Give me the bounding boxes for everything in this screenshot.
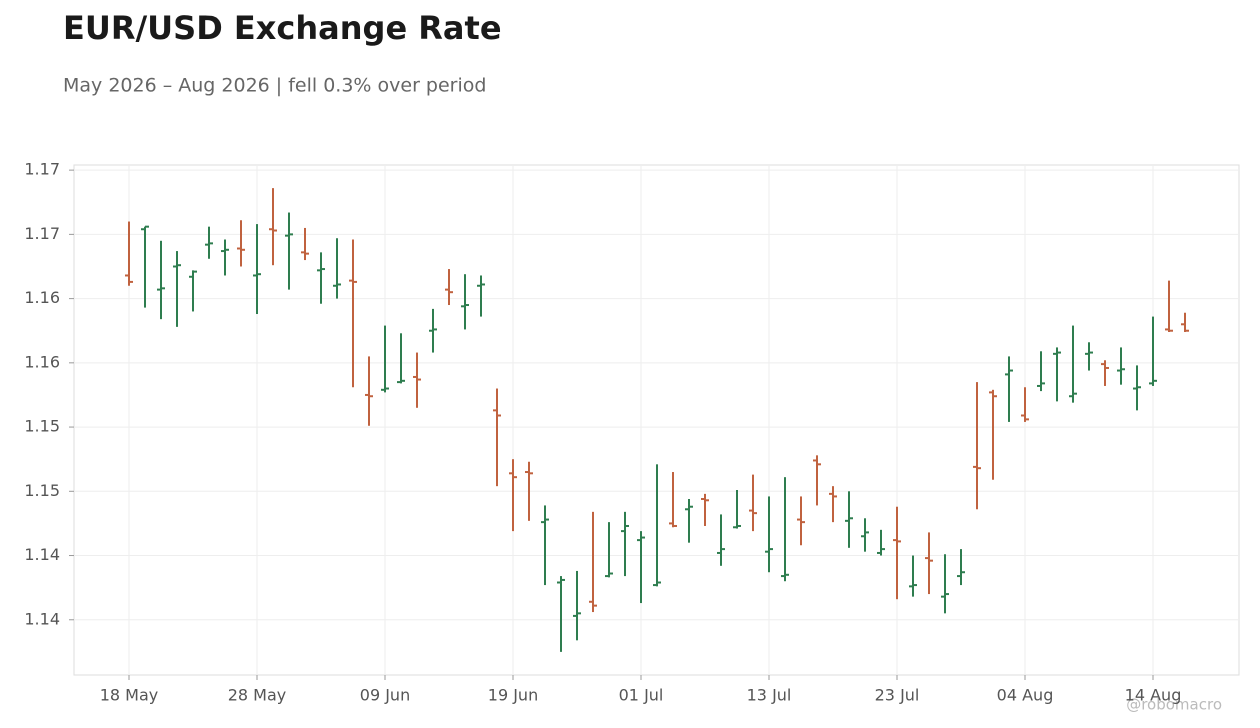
- x-tick-label: 14 Aug: [1125, 686, 1182, 705]
- x-tick-label: 04 Aug: [997, 686, 1054, 705]
- chart-subtitle: May 2026 – Aug 2026 | fell 0.3% over per…: [63, 75, 486, 97]
- y-tick-label: 1.15: [24, 417, 60, 436]
- y-tick-label: 1.16: [24, 352, 60, 371]
- x-tick-label: 01 Jul: [619, 686, 664, 705]
- y-tick-label: 1.17: [24, 224, 60, 243]
- y-tick-label: 1.14: [24, 609, 60, 628]
- x-tick-label: 23 Jul: [875, 686, 920, 705]
- watermark: @robomacro: [1126, 696, 1222, 714]
- plot-frame: [73, 164, 1240, 676]
- x-tick-label: 09 Jun: [360, 686, 410, 705]
- x-tick-label: 19 Jun: [488, 686, 538, 705]
- y-tick-label: 1.15: [24, 481, 60, 500]
- y-tick-label: 1.14: [24, 545, 60, 564]
- y-tick-label: 1.17: [24, 160, 60, 179]
- y-tick-label: 1.16: [24, 288, 60, 307]
- x-tick-label: 13 Jul: [747, 686, 792, 705]
- x-tick-label: 28 May: [228, 686, 287, 705]
- chart-title: EUR/USD Exchange Rate: [63, 9, 502, 47]
- x-tick-label: 18 May: [100, 686, 159, 705]
